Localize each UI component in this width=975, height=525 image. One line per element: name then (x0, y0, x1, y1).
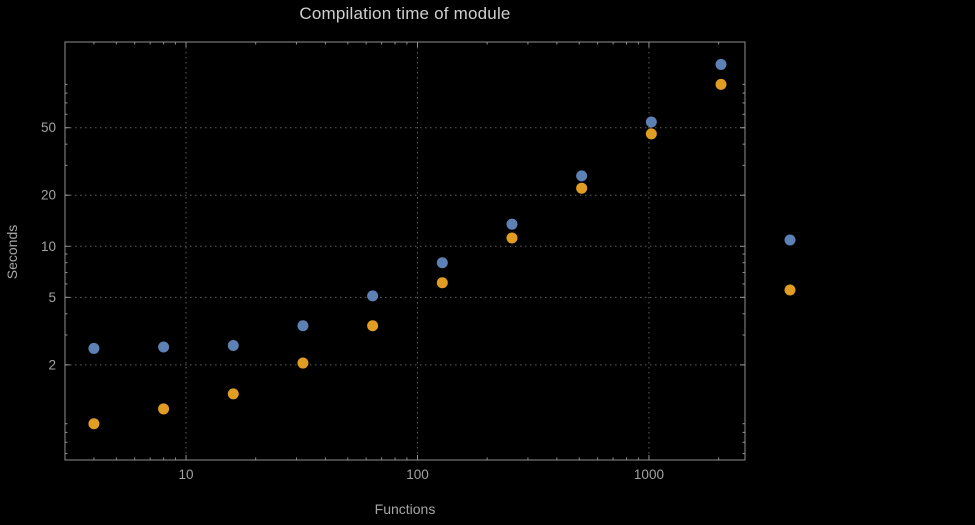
plot-frame (64, 41, 746, 461)
series-blue-point (715, 58, 727, 70)
y-tick-label: 5 (48, 290, 56, 305)
x-tick-label: 100 (406, 467, 429, 482)
series-orange-point (436, 277, 448, 289)
series-blue-point (645, 116, 657, 128)
series-blue-point (367, 290, 379, 302)
series-orange-point (576, 182, 588, 194)
y-tick-label: 50 (41, 120, 56, 135)
x-axis-label: Functions (374, 501, 436, 517)
series-orange-point (367, 320, 379, 332)
series-blue-legend-marker (784, 234, 796, 246)
series-orange-point (88, 418, 100, 430)
series-blue-point (88, 342, 100, 354)
series-orange-point (506, 232, 518, 244)
series-blue-point (158, 341, 170, 353)
y-tick-label: 2 (48, 357, 56, 372)
series-blue-point (576, 170, 588, 182)
series-blue-point (227, 340, 239, 352)
y-tick-label: 10 (41, 239, 56, 254)
series-blue-point (506, 218, 518, 230)
series-orange-point (715, 78, 727, 90)
series-orange-point (227, 388, 239, 400)
x-tick-label: 1000 (634, 467, 664, 482)
x-tick-label: 10 (179, 467, 194, 482)
series-orange-point (297, 357, 309, 369)
chart-title: Compilation time of module (299, 4, 511, 23)
series-orange-legend-marker (784, 284, 796, 296)
series-blue-point (436, 257, 448, 269)
y-tick-label: 20 (41, 188, 56, 203)
series-orange-point (158, 403, 170, 415)
series-blue-point (297, 320, 309, 332)
y-axis-label: Seconds (4, 224, 20, 280)
series-orange-point (645, 128, 657, 140)
